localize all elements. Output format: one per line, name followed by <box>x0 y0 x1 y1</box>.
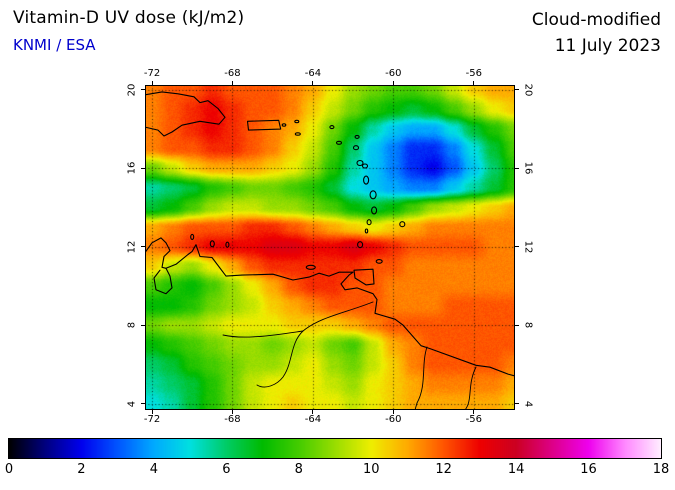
island <box>209 240 215 248</box>
river <box>222 330 304 338</box>
lat-tick-label: 16 <box>522 161 534 175</box>
map-area: -72 -72 -68 -68 -64 -64 -60 -60 -56 -56 20 20 16 16 12… <box>127 68 534 425</box>
colorbar-tick-label: 2 <box>77 462 86 477</box>
lat-tick-label: 12 <box>126 240 138 254</box>
lake-maracaibo <box>153 267 173 295</box>
lon-tick-label: -68 <box>224 68 241 79</box>
colorbar-tick-label: 12 <box>435 462 452 477</box>
lat-tick-label: 16 <box>126 161 138 175</box>
lat-tick-label: 4 <box>522 400 534 407</box>
axis-tick <box>515 246 519 248</box>
axis-tick <box>473 410 475 414</box>
lon-tick-label: -68 <box>224 414 241 425</box>
river <box>256 301 374 388</box>
axis-tick <box>312 81 314 85</box>
axis-tick <box>141 246 145 248</box>
axis-tick <box>312 410 314 414</box>
island <box>364 228 369 234</box>
colorbar-tick-label: 6 <box>222 462 231 477</box>
island <box>335 140 343 145</box>
colorbar <box>8 438 662 459</box>
axis-tick <box>151 410 153 414</box>
axis-tick <box>231 410 233 414</box>
lon-tick-label: -56 <box>465 414 482 425</box>
coast-south-america <box>145 237 515 377</box>
coast-hispaniola <box>145 91 226 137</box>
island <box>375 259 383 264</box>
axis-tick <box>515 403 519 405</box>
lat-tick-label: 20 <box>126 83 138 97</box>
island <box>281 123 287 127</box>
source-label: KNMI / ESA <box>13 36 96 54</box>
colorbar-tick-label: 8 <box>294 462 303 477</box>
island <box>399 221 406 228</box>
island <box>225 241 230 248</box>
axis-tick <box>141 167 145 169</box>
colorbar-canvas <box>9 439 661 458</box>
axis-tick <box>141 403 145 405</box>
lon-tick-label: -60 <box>385 68 402 79</box>
rivers <box>222 301 477 410</box>
lat-tick-label: 20 <box>522 83 534 97</box>
lon-tick-label: -60 <box>385 414 402 425</box>
axis-tick <box>515 89 519 91</box>
colorbar-tick-label: 0 <box>4 462 14 477</box>
river <box>414 346 428 410</box>
lon-tick-label: -72 <box>143 68 161 79</box>
axis-tick <box>141 89 145 91</box>
island <box>356 159 364 167</box>
island <box>366 219 372 226</box>
lat-tick-label: 12 <box>522 240 534 254</box>
axis-tick <box>515 167 519 169</box>
axis-tick <box>151 81 153 85</box>
island <box>329 125 335 130</box>
island <box>305 264 316 270</box>
coast-puerto-rico <box>246 119 282 131</box>
lon-tick-label: -64 <box>304 68 322 79</box>
axis-tick <box>392 81 394 85</box>
lon-tick-label: -72 <box>143 414 161 425</box>
page-title: Vitamin-D UV dose (kJ/m2) <box>13 8 245 28</box>
header-right: Cloud-modified 11 July 2023 <box>532 8 661 59</box>
island <box>294 119 300 124</box>
island <box>357 241 364 249</box>
colorbar-labels: 0 2 4 6 8 10 12 14 16 18 <box>4 462 669 480</box>
island <box>294 132 301 136</box>
map-frame <box>145 85 515 410</box>
islands <box>190 119 406 270</box>
header-left: Vitamin-D UV dose (kJ/m2) KNMI / ESA <box>13 8 244 54</box>
colorbar-tick-label: 16 <box>580 462 597 477</box>
island <box>352 145 360 151</box>
colorbar-tick-label: 4 <box>149 462 159 477</box>
lon-tick-label: -64 <box>304 414 322 425</box>
uv-heatmap-canvas <box>145 85 515 410</box>
lat-tick-label: 8 <box>522 321 534 329</box>
island <box>190 233 195 240</box>
lat-tick-label: 8 <box>126 321 138 329</box>
coastlines-overlay <box>145 85 515 410</box>
lon-tick-label: -56 <box>465 68 482 79</box>
colorbar-tick-label: 14 <box>507 462 525 477</box>
lat-tick-label: 4 <box>126 400 138 407</box>
axis-tick <box>473 81 475 85</box>
island <box>369 190 377 200</box>
island <box>354 134 360 139</box>
island <box>363 175 370 185</box>
coast-trinidad <box>353 268 375 286</box>
axis-tick <box>231 81 233 85</box>
colorbar-tick-label: 10 <box>362 462 380 477</box>
axis-tick <box>141 324 145 326</box>
colorbar-tick-label: 18 <box>652 462 670 477</box>
island <box>361 163 369 169</box>
axis-tick <box>392 410 394 414</box>
island <box>371 206 378 215</box>
date-label: 11 July 2023 <box>554 35 661 56</box>
mode-label: Cloud-modified <box>531 10 661 30</box>
river <box>464 366 477 410</box>
axis-tick <box>515 324 519 326</box>
